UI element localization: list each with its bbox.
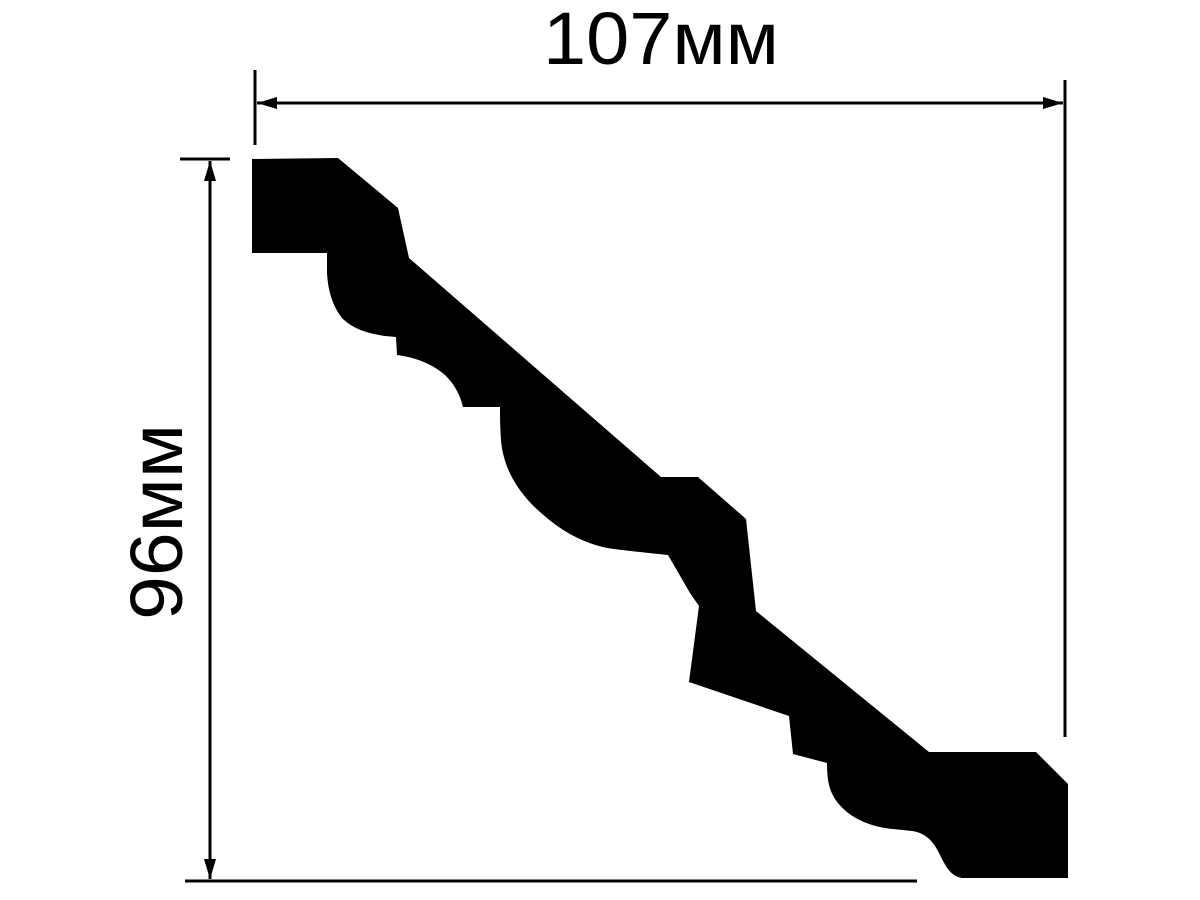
height-dimension: 96мм <box>115 157 917 883</box>
width-label: 107мм <box>543 0 779 80</box>
height-label: 96мм <box>115 424 198 620</box>
width-dimension: 107мм <box>253 0 1067 737</box>
cornice-profile-shape <box>252 158 1068 878</box>
